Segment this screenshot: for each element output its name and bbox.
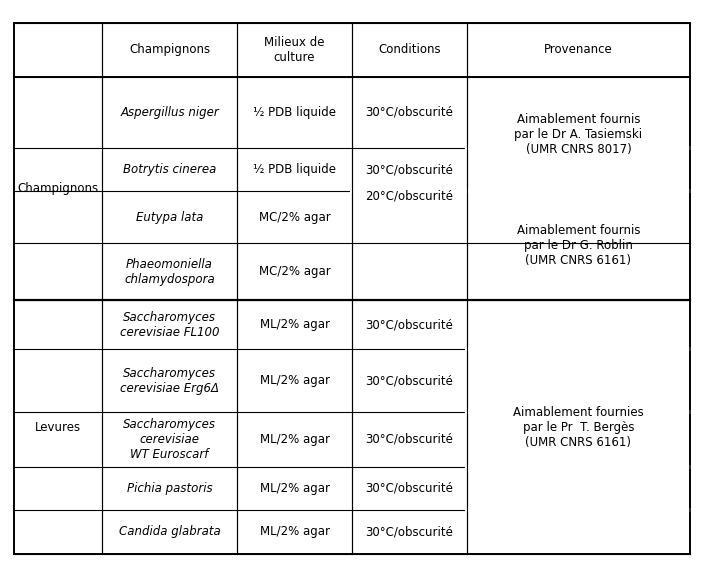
Text: Botrytis cinerea: Botrytis cinerea <box>122 163 216 176</box>
Text: 30°C/obscurité: 30°C/obscurité <box>365 374 453 387</box>
Text: Saccharomyces
cerevisiae Erg6Δ: Saccharomyces cerevisiae Erg6Δ <box>120 367 219 395</box>
Text: 20°C/obscurité: 20°C/obscurité <box>365 189 453 202</box>
Text: Champignons: Champignons <box>18 182 99 195</box>
Text: ML/2% agar: ML/2% agar <box>260 482 329 495</box>
Text: Aspergillus niger: Aspergillus niger <box>120 106 219 119</box>
Text: Pichia pastoris: Pichia pastoris <box>127 482 213 495</box>
Text: Phaeomoniella
chlamydospora: Phaeomoniella chlamydospora <box>124 258 215 286</box>
Text: 30°C/obscurité: 30°C/obscurité <box>365 319 453 332</box>
Text: 30°C/obscurité: 30°C/obscurité <box>365 525 453 538</box>
Text: Aimablement fournis
par le Dr A. Tasiemski
(UMR CNRS 8017): Aimablement fournis par le Dr A. Tasiems… <box>515 113 643 156</box>
Text: 30°C/obscurité: 30°C/obscurité <box>365 482 453 495</box>
Text: Aimablement fournis
par le Dr G. Roblin
(UMR CNRS 6161): Aimablement fournis par le Dr G. Roblin … <box>517 224 640 267</box>
Text: Provenance: Provenance <box>544 44 612 57</box>
Text: 30°C/obscurité: 30°C/obscurité <box>365 106 453 119</box>
Text: 30°C/obscurité: 30°C/obscurité <box>365 433 453 446</box>
Text: 30°C/obscurité: 30°C/obscurité <box>365 163 453 176</box>
Text: Milieux de
culture: Milieux de culture <box>264 36 325 64</box>
Text: Candida glabrata: Candida glabrata <box>119 525 220 538</box>
Text: MC/2% agar: MC/2% agar <box>258 211 330 224</box>
Text: Eutypa lata: Eutypa lata <box>136 211 203 224</box>
Text: Saccharomyces
cerevisiae
WT Euroscarf: Saccharomyces cerevisiae WT Euroscarf <box>123 418 216 461</box>
Text: Saccharomyces
cerevisiae FL100: Saccharomyces cerevisiae FL100 <box>120 311 219 339</box>
Text: ½ PDB liquide: ½ PDB liquide <box>253 106 336 119</box>
Text: Conditions: Conditions <box>378 44 441 57</box>
Text: ML/2% agar: ML/2% agar <box>260 319 329 332</box>
Text: ML/2% agar: ML/2% agar <box>260 374 329 387</box>
Text: Levures: Levures <box>35 420 81 433</box>
Text: ML/2% agar: ML/2% agar <box>260 525 329 538</box>
Text: ½ PDB liquide: ½ PDB liquide <box>253 163 336 176</box>
Text: ML/2% agar: ML/2% agar <box>260 433 329 446</box>
Text: Champignons: Champignons <box>129 44 210 57</box>
Text: MC/2% agar: MC/2% agar <box>258 266 330 279</box>
Text: Aimablement fournies
par le Pr  T. Bergès
(UMR CNRS 6161): Aimablement fournies par le Pr T. Bergès… <box>513 406 643 449</box>
